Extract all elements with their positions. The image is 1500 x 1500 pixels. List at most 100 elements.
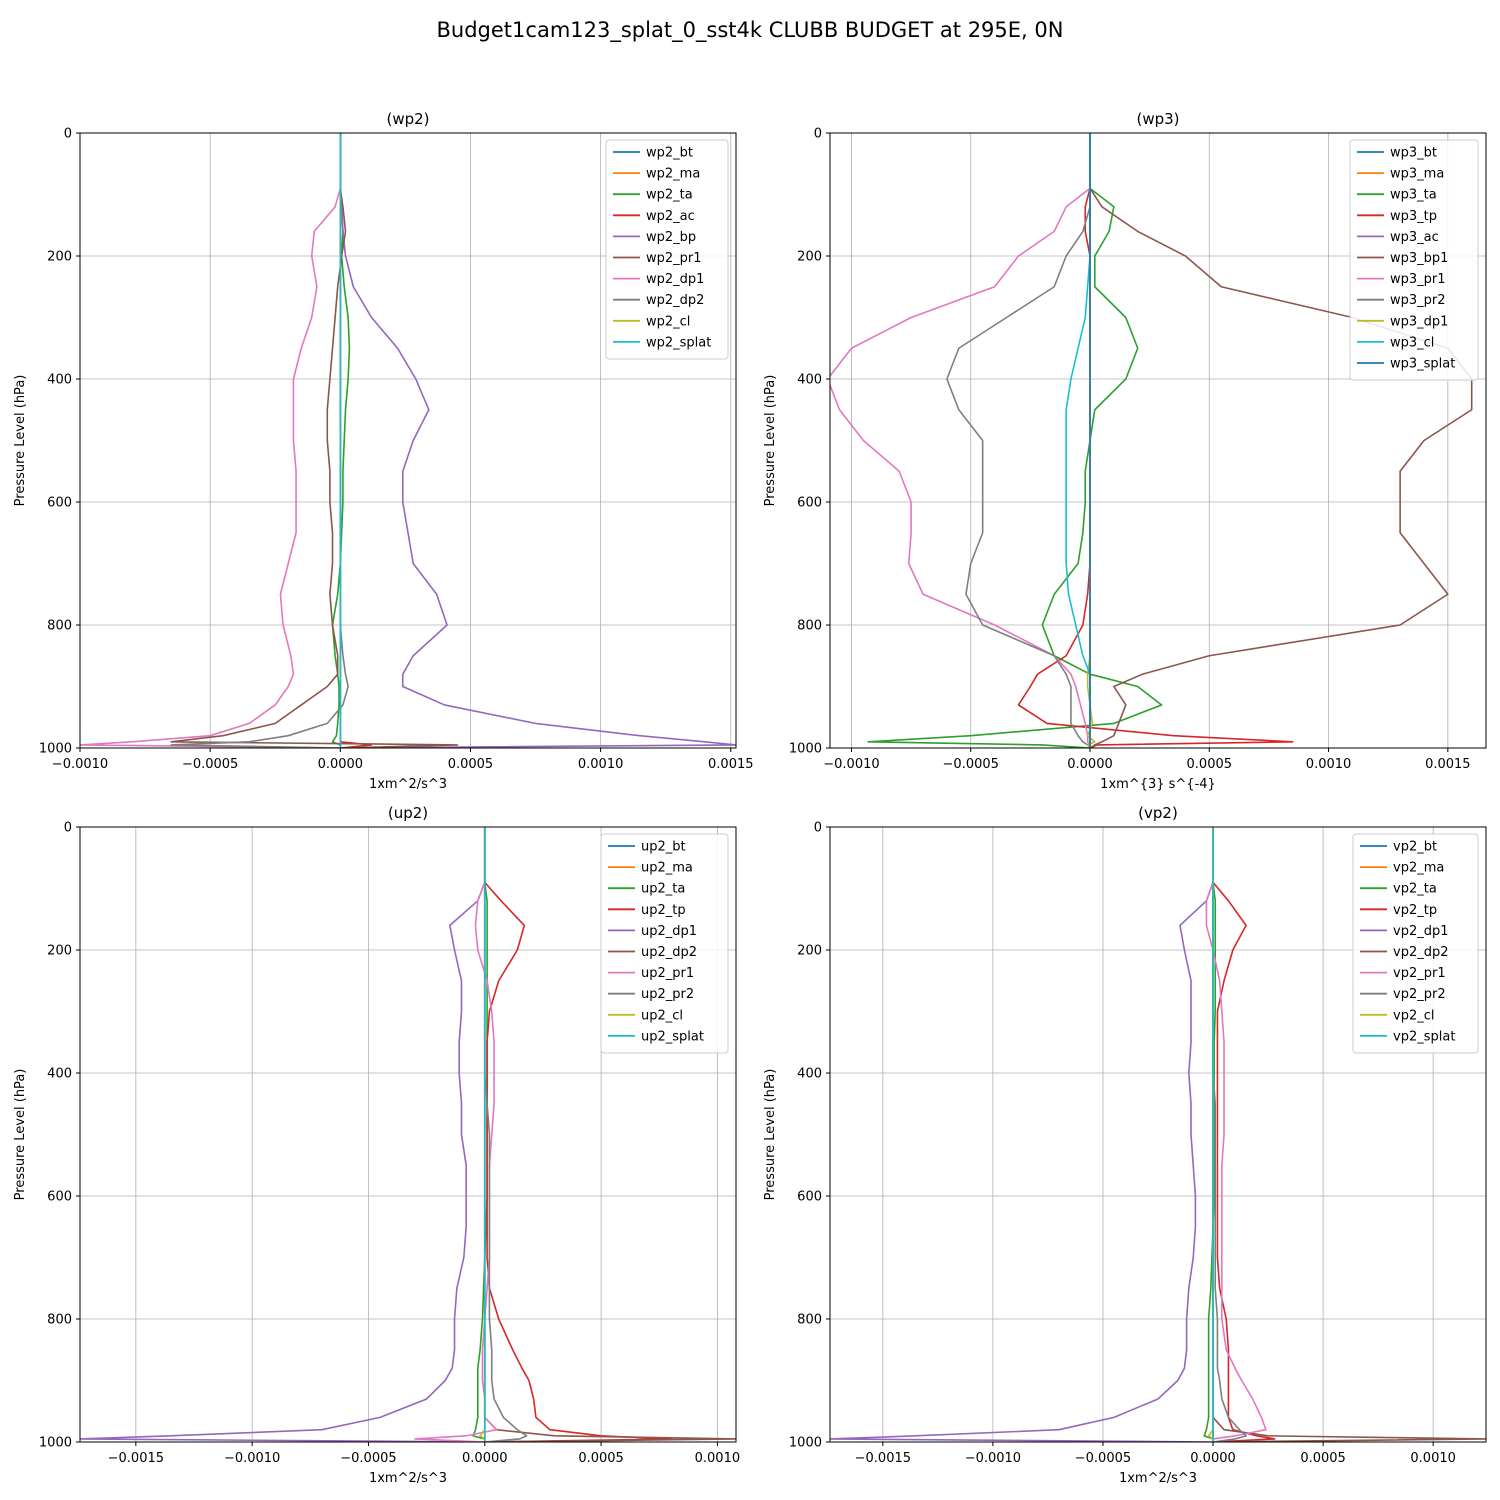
x-tick-label: 0.0010 bbox=[1410, 1451, 1456, 1466]
x-tick-label: 0.0005 bbox=[448, 757, 494, 772]
legend-label: wp3_dp1 bbox=[1390, 314, 1448, 329]
series-line-wp2_ta bbox=[331, 133, 351, 748]
series-line-wp3_pr1 bbox=[830, 133, 1091, 748]
legend-label: vp2_pr1 bbox=[1393, 966, 1446, 981]
axes-frame bbox=[829, 132, 1487, 749]
x-tick-label: 0.0000 bbox=[1190, 1451, 1236, 1466]
legend-label: vp2_dp2 bbox=[1393, 945, 1449, 960]
y-tick-label: 400 bbox=[47, 1067, 72, 1082]
y-tick-label: 400 bbox=[797, 373, 822, 388]
y-tick-label: 0 bbox=[814, 127, 822, 142]
x-tick-label: −0.0005 bbox=[943, 757, 999, 772]
y-tick-label: 200 bbox=[47, 250, 72, 265]
series-line-wp3_bp1 bbox=[1089, 133, 1473, 748]
panel-title: (up2) bbox=[388, 804, 428, 822]
y-tick-label: 1000 bbox=[789, 742, 822, 757]
legend-label: vp2_ma bbox=[1393, 861, 1444, 876]
series-group bbox=[80, 827, 736, 1442]
legend-label: wp2_dp1 bbox=[646, 272, 704, 287]
x-tick-label: 0.0015 bbox=[708, 757, 754, 772]
axes-frame bbox=[79, 132, 737, 749]
legend-label: wp3_tp bbox=[1390, 209, 1437, 224]
legend-label: wp3_bp1 bbox=[1390, 251, 1448, 266]
y-tick-label: 1000 bbox=[39, 742, 72, 757]
legend-label: up2_dp2 bbox=[641, 945, 697, 960]
legend-label: vp2_pr2 bbox=[1393, 987, 1446, 1002]
series-line-wp3_ta bbox=[867, 133, 1163, 748]
legend-label: wp3_bt bbox=[1390, 146, 1437, 161]
legend-label: up2_pr2 bbox=[641, 987, 694, 1002]
legend-label: wp2_dp2 bbox=[646, 293, 704, 308]
series-line-wp2_bp bbox=[339, 133, 736, 748]
legend: wp2_bt wp2_ma wp2_ta wp2_ac wp2_bp wp2_pr1 wp2… bbox=[605, 139, 729, 360]
legend-label: up2_pr1 bbox=[641, 966, 694, 981]
legend-label: wp2_cl bbox=[646, 314, 690, 329]
panel-vp2: −0.0015 −0.0010 −0.0005 0.0000 0.0005 0.0010 0… bbox=[763, 804, 1487, 1486]
x-tick-label: −0.0015 bbox=[108, 1451, 164, 1466]
x-tick-label: 0.0000 bbox=[462, 1451, 508, 1466]
x-tick-label: 0.0010 bbox=[695, 1451, 741, 1466]
legend-label: wp3_cl bbox=[1390, 335, 1434, 350]
series-line-vp2_tp bbox=[1212, 827, 1276, 1442]
x-tick-label: 0.0005 bbox=[1300, 1451, 1346, 1466]
y-axis-label: Pressure Level (hPa) bbox=[13, 375, 28, 507]
x-tick-label: −0.0010 bbox=[823, 757, 879, 772]
x-tick-label: 0.0000 bbox=[318, 757, 364, 772]
x-axis-label: 1xm^{3} s^{-4} bbox=[1100, 777, 1216, 792]
legend-label: up2_ma bbox=[641, 861, 693, 876]
legend: vp2_bt vp2_ma vp2_ta vp2_tp vp2_dp1 vp2_dp2vp… bbox=[1352, 833, 1479, 1054]
y-tick-label: 1000 bbox=[789, 1436, 822, 1451]
series-line-vp2_pr1 bbox=[1205, 827, 1267, 1442]
legend-label: vp2_dp1 bbox=[1393, 924, 1449, 939]
panel-up2: −0.0015 −0.0010 −0.0005 0.0000 0.0005 0.0010 0… bbox=[13, 804, 740, 1486]
y-tick-label: 600 bbox=[797, 496, 822, 511]
y-tick-label: 200 bbox=[797, 250, 822, 265]
x-tick-label: 0.0010 bbox=[578, 757, 624, 772]
legend-label: wp2_ac bbox=[646, 209, 695, 224]
y-tick-label: 600 bbox=[47, 496, 72, 511]
x-tick-label: −0.0010 bbox=[52, 757, 108, 772]
legend-label: up2_tp bbox=[641, 903, 686, 918]
y-axis-label: Pressure Level (hPa) bbox=[763, 1069, 778, 1201]
x-axis-label: 1xm^2/s^3 bbox=[369, 777, 447, 792]
x-tick-label: −0.0010 bbox=[965, 1451, 1021, 1466]
y-tick-label: 600 bbox=[47, 1190, 72, 1205]
panel-title: (wp2) bbox=[386, 110, 429, 128]
series-group bbox=[80, 133, 736, 748]
y-tick-label: 800 bbox=[797, 1313, 822, 1328]
y-tick-label: 800 bbox=[797, 619, 822, 634]
x-tick-label: 0.0000 bbox=[1067, 757, 1113, 772]
legend-label: wp3_pr2 bbox=[1390, 293, 1446, 308]
axes-frame bbox=[79, 826, 737, 1443]
series-line-up2_tp bbox=[483, 827, 672, 1442]
panel-wp2: −0.0010 −0.0005 0.0000 0.0005 0.0010 0.0015 0 2… bbox=[13, 110, 754, 792]
series-line-wp2_dp1 bbox=[80, 133, 342, 748]
x-tick-label: −0.0010 bbox=[224, 1451, 280, 1466]
series-group bbox=[830, 827, 1486, 1442]
legend-label: up2_dp1 bbox=[641, 924, 697, 939]
y-tick-label: 800 bbox=[47, 619, 72, 634]
legend-label: wp3_ma bbox=[1390, 167, 1444, 182]
panel-title: (wp3) bbox=[1136, 110, 1179, 128]
y-tick-label: 400 bbox=[797, 1067, 822, 1082]
y-tick-label: 600 bbox=[797, 1190, 822, 1205]
axes-frame bbox=[829, 826, 1487, 1443]
y-tick-label: 0 bbox=[64, 821, 72, 836]
legend-label: wp3_splat bbox=[1390, 357, 1455, 372]
y-tick-label: 1000 bbox=[39, 1436, 72, 1451]
legend-label: wp3_pr1 bbox=[1390, 272, 1446, 287]
legend-label: wp2_pr1 bbox=[646, 251, 702, 266]
legend: wp3_bt wp3_ma wp3_ta wp3_tp wp3_ac wp3_bp1 wp3… bbox=[1349, 139, 1479, 381]
legend-label: wp2_bp bbox=[646, 230, 696, 245]
x-tick-label: 0.0005 bbox=[578, 1451, 624, 1466]
legend-label: wp2_splat bbox=[646, 335, 711, 350]
legend-label: wp3_ta bbox=[1390, 188, 1437, 203]
x-axis-label: 1xm^2/s^3 bbox=[369, 1471, 447, 1486]
series-line-up2_dp1 bbox=[80, 827, 486, 1442]
legend-label: vp2_ta bbox=[1393, 882, 1437, 897]
legend-label: vp2_cl bbox=[1393, 1008, 1434, 1023]
legend-label: wp2_ma bbox=[646, 167, 700, 182]
y-tick-label: 200 bbox=[797, 944, 822, 959]
legend-label: up2_bt bbox=[641, 840, 686, 855]
